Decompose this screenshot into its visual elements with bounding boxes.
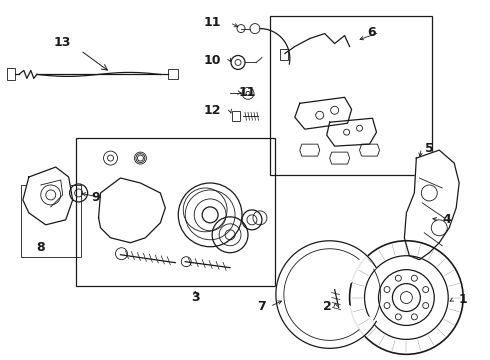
Text: 11: 11 [203, 16, 221, 29]
Bar [280, 49, 288, 60]
Bar [270, 15, 432, 175]
Text: 12: 12 [203, 104, 221, 117]
Polygon shape [23, 167, 73, 225]
Bar [75, 138, 275, 285]
Text: 1: 1 [459, 293, 467, 306]
Text: 8: 8 [36, 241, 45, 254]
Text: 13: 13 [54, 36, 72, 49]
Polygon shape [295, 97, 352, 129]
Text: 11: 11 [238, 86, 256, 99]
Text: 4: 4 [443, 213, 452, 226]
Bar [21, 185, 81, 257]
Polygon shape [276, 241, 376, 348]
Bar [7, 68, 15, 80]
Text: 10: 10 [203, 54, 221, 67]
Text: 7: 7 [258, 300, 266, 313]
Text: 9: 9 [91, 192, 100, 204]
Polygon shape [98, 178, 165, 243]
Bar [232, 111, 240, 121]
Circle shape [400, 292, 413, 303]
Text: 2: 2 [323, 300, 332, 313]
Text: 5: 5 [425, 141, 434, 155]
Polygon shape [327, 118, 376, 146]
Text: 6: 6 [367, 26, 376, 39]
Text: 3: 3 [191, 291, 199, 304]
Polygon shape [404, 150, 459, 260]
Bar [168, 69, 178, 80]
